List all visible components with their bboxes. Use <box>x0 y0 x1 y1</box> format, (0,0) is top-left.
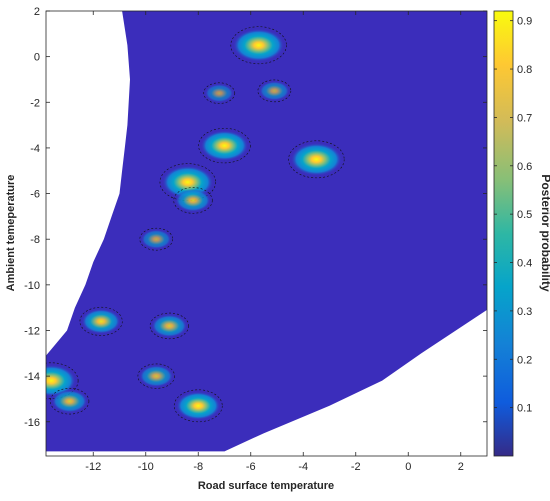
y-tick-label: -8 <box>30 234 40 246</box>
y-tick-label: 0 <box>34 52 40 64</box>
peak-blob <box>175 188 211 212</box>
peak-blob <box>176 391 221 421</box>
y-tick-label: 2 <box>34 6 40 18</box>
colorbar-tick-label: 0.5 <box>517 209 532 221</box>
peak-contour <box>198 128 251 164</box>
peak-contour <box>173 389 223 423</box>
peak-contour <box>149 312 189 340</box>
x-tick-label: -10 <box>138 461 154 473</box>
x-tick-label: -6 <box>246 461 256 473</box>
plot-frame <box>45 10 488 457</box>
x-axis-ticks: -12 -10 -8 -6 -4 -2 0 2 <box>85 11 464 473</box>
colorbar-tick-label: 0.4 <box>517 258 532 270</box>
peak-contour <box>173 187 213 214</box>
posterior-peak <box>257 79 292 103</box>
y-tick-label: -12 <box>24 325 40 337</box>
colorbar-tick-label: 0.9 <box>517 16 532 28</box>
peak-blob <box>259 81 290 101</box>
x-tick-label: -12 <box>85 461 101 473</box>
colorbar-tick-label: 0.3 <box>517 306 532 318</box>
peak-blob <box>200 130 249 162</box>
posterior-domain-region <box>46 11 487 452</box>
y-axis-label: Ambient temeperature <box>5 175 17 292</box>
posterior-peak <box>288 140 345 179</box>
colorbar-label: Posterior probability <box>539 174 550 292</box>
peak-blob <box>141 229 172 249</box>
posterior-peak <box>46 362 79 399</box>
colorbar-tick-label: 0.6 <box>517 161 532 173</box>
posterior-peak <box>203 82 236 104</box>
colorbar-tick-label: 0.2 <box>517 354 532 366</box>
x-tick-label: -4 <box>298 461 308 473</box>
peak-contour <box>203 82 236 104</box>
peak-contour <box>230 26 287 65</box>
colorbar-tick-label: 0.1 <box>517 403 532 415</box>
y-axis-ticks: 2 0 -2 -4 -6 -8 -10 -12 -14 -16 <box>24 6 487 429</box>
posterior-peak <box>149 312 189 340</box>
peak-blob <box>139 365 174 388</box>
peak-contour <box>288 140 345 179</box>
peak-contour <box>137 363 175 389</box>
colorbar-tick-label: 0.7 <box>517 112 532 124</box>
posterior-peak <box>173 389 223 423</box>
x-axis-label: Road surface temperature <box>198 480 334 492</box>
x-tick-label: -2 <box>351 461 361 473</box>
peak-contour <box>139 227 174 251</box>
y-tick-label: -10 <box>24 280 40 292</box>
peak-blob <box>204 83 234 103</box>
x-tick-label: 0 <box>405 461 411 473</box>
posterior-peak <box>50 388 90 415</box>
peak-blob <box>290 142 343 176</box>
peak-contour <box>79 306 123 336</box>
peak-contour <box>50 388 90 415</box>
posterior-peaks <box>46 26 345 423</box>
y-tick-label: -16 <box>24 417 40 429</box>
y-tick-label: -6 <box>30 189 40 201</box>
peak-blob <box>46 364 77 397</box>
y-tick-label: -2 <box>30 97 40 109</box>
x-tick-label: -8 <box>193 461 203 473</box>
peak-blob <box>81 308 121 334</box>
peak-contour <box>46 362 79 399</box>
peak-blob <box>51 389 88 413</box>
y-tick-label: -14 <box>24 371 40 383</box>
posterior-peak <box>173 187 213 214</box>
posterior-peak <box>198 128 251 164</box>
posterior-peak <box>79 306 123 336</box>
peak-blob <box>232 28 285 62</box>
peak-blob <box>151 314 188 338</box>
colorbar <box>493 10 514 457</box>
x-tick-label: 2 <box>458 461 464 473</box>
plot-area <box>46 11 487 452</box>
posterior-peak <box>230 26 287 65</box>
colorbar-tick-label: 0.8 <box>517 64 532 76</box>
colorbar-ticks: 0.1 0.2 0.3 0.4 0.5 0.6 0.7 0.8 0.9 <box>494 16 532 415</box>
posterior-peak <box>137 363 175 389</box>
y-tick-label: -4 <box>30 143 40 155</box>
posterior-peak <box>139 227 174 251</box>
peak-contour <box>257 79 292 103</box>
